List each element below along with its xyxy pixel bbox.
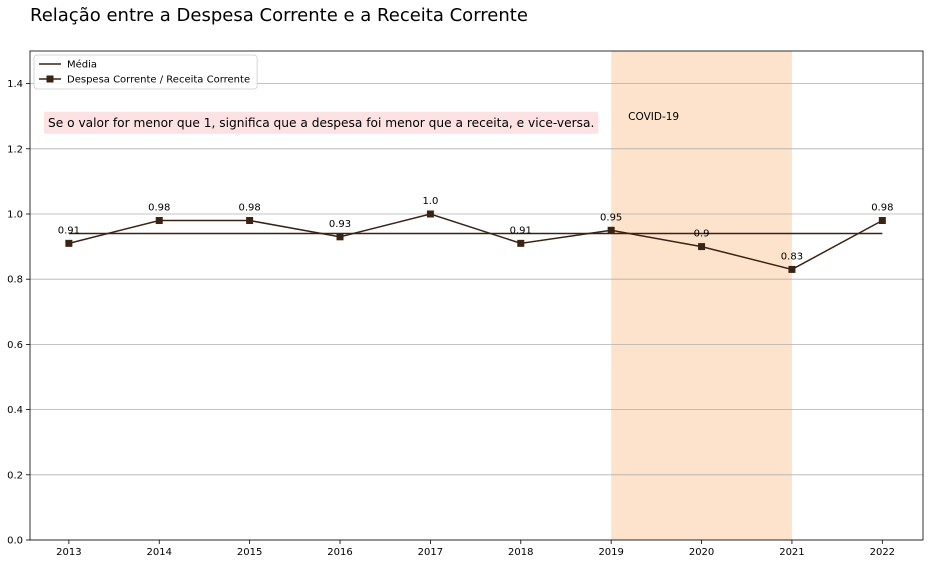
note-box <box>44 111 599 134</box>
data-point-marker <box>426 210 434 218</box>
data-point-marker <box>336 233 344 241</box>
legend-box <box>33 54 258 90</box>
x-tick-label: 2014 <box>147 547 172 558</box>
y-tick-label: 0.6 <box>7 340 23 351</box>
chart-title: Relação entre a Despesa Corrente e a Rec… <box>30 5 528 26</box>
data-point-marker <box>788 265 796 273</box>
data-label: 0.98 <box>148 203 170 214</box>
data-point-marker <box>517 239 525 247</box>
data-label: 1.0 <box>422 196 438 207</box>
data-label: 0.91 <box>58 225 80 236</box>
data-point-marker <box>155 217 163 225</box>
y-tick-label: 1.0 <box>7 210 23 221</box>
data-label: 0.98 <box>871 203 893 214</box>
covid-highlight-band <box>611 51 792 540</box>
highlight-label: COVID-19 <box>628 111 679 123</box>
note-text: Se o valor for menor que 1, significa qu… <box>48 116 594 130</box>
y-tick-label: 1.4 <box>7 79 23 90</box>
data-label: 0.98 <box>239 203 261 214</box>
x-tick-label: 2017 <box>418 547 443 558</box>
data-label: 0.95 <box>600 212 622 223</box>
x-tick-label: 2021 <box>779 547 804 558</box>
axes: 0.0 0.2 0.4 0.6 0.8 1.0 1.2 1.4 2013 2014 2015 2016… <box>7 50 924 558</box>
x-tick-label: 2018 <box>508 547 533 558</box>
legend-label: Despesa Corrente / Receita Corrente <box>67 75 250 86</box>
x-tick-label: 2020 <box>689 547 714 558</box>
x-tick-label: 2022 <box>870 547 895 558</box>
y-tick-label: 0.8 <box>7 275 23 286</box>
data-point-marker <box>878 217 886 225</box>
data-label: 0.9 <box>694 229 710 240</box>
y-tick-label: 0.2 <box>7 470 23 481</box>
data-label: 0.91 <box>510 225 532 236</box>
data-point-marker <box>65 239 73 247</box>
data-point-marker <box>698 243 706 251</box>
y-tick-label: 1.2 <box>7 144 23 155</box>
legend-label: Média <box>67 59 97 71</box>
data-labels: 0.91 0.98 0.98 0.93 1.0 0.91 0.95 0.9 0.83 0.98 <box>58 196 894 262</box>
legend-marker <box>46 75 54 83</box>
series <box>65 210 886 273</box>
y-tick-label: 0.4 <box>7 405 23 416</box>
x-tick-label: 2015 <box>237 547 262 558</box>
ratio-series-line <box>68 213 883 271</box>
plot-frame <box>29 50 924 541</box>
y-tick-label: 0.0 <box>7 536 23 547</box>
data-point-marker <box>607 226 615 234</box>
x-tick-label: 2016 <box>327 547 352 558</box>
legend: Média Despesa Corrente / Receita Corrente <box>33 54 258 90</box>
data-label: 0.93 <box>329 219 351 230</box>
data-label: 0.83 <box>781 251 803 262</box>
highlight-band: COVID-19 <box>611 51 792 540</box>
x-tick-label: 2013 <box>56 547 81 558</box>
x-tick-label: 2019 <box>598 547 623 558</box>
data-point-marker <box>246 217 254 225</box>
note: Se o valor for menor que 1, significa qu… <box>44 111 599 134</box>
